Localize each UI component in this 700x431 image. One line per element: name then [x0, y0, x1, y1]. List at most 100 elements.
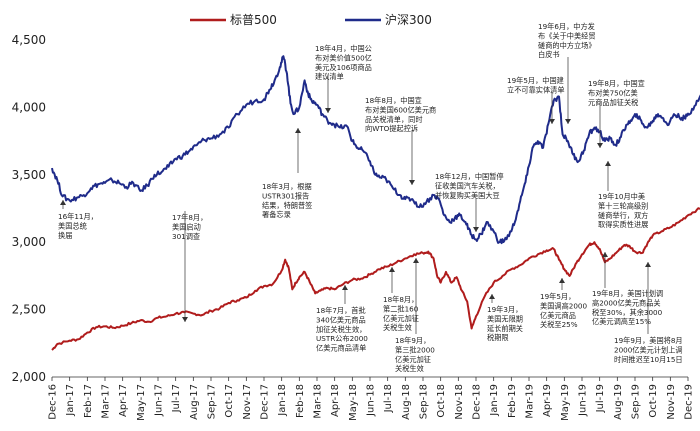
annotation-line: 18年7月，首批: [316, 306, 366, 315]
x-tick-label: Feb-18: [295, 384, 306, 418]
annotation-line: 18年4月，中国公: [315, 44, 372, 53]
annotation-line: 18年8月，: [383, 295, 418, 304]
x-tick-label: Apr-19: [542, 384, 553, 417]
annotation-line: 布《关于中美经贸: [538, 31, 596, 40]
x-tick-label: Jul-18: [383, 384, 394, 413]
annotation-line: 亿美元商品: [540, 311, 576, 320]
annotation-line: 美国总统: [58, 221, 87, 230]
x-tick-label: Aug-17: [189, 384, 200, 420]
annotation-line: 立不可靠实体清单: [507, 85, 565, 94]
annotation-arrow-head: [597, 143, 603, 148]
annotation-line: 建议清单: [315, 72, 344, 81]
annotation-line: 18年3月，根据: [262, 182, 312, 191]
x-tick-label: Nov-18: [454, 384, 465, 420]
annotation-line: 第三批2000: [395, 345, 435, 354]
annotation-line: 19年5月，中国建: [507, 76, 564, 85]
annotation-line: 美元及106项商品: [315, 63, 372, 72]
annotation-arrow-head: [342, 285, 348, 290]
annotation-line: USTR公布2000: [316, 334, 368, 343]
annotation-arrow-head: [549, 119, 555, 124]
x-tick-label: Jul-17: [171, 384, 182, 413]
annotation-line: 亿美元商品清单: [316, 344, 366, 353]
y-tick-label: 3,500: [12, 168, 46, 182]
axes: 2,000 2,500 3,000 3,500 4,000 4,500 Dec-16 Jan-…: [12, 33, 695, 421]
x-tick-label: Jan-17: [65, 384, 76, 417]
annotation-line: 美国启动: [172, 222, 201, 231]
x-tick-label: May-17: [136, 384, 147, 421]
x-tick-label: Oct-19: [648, 384, 659, 418]
annotation-line: 16年11月，: [58, 212, 98, 221]
annotation-line: 美国调高2000: [540, 301, 587, 310]
annotation-line: 19年5月，: [540, 292, 575, 301]
annotation-line: 结果，特朗普签: [262, 201, 312, 210]
annotation-line: 署备忘录: [262, 210, 291, 219]
annotation-line: 元商品加征关税: [588, 98, 638, 107]
x-tick-label: Jan-19: [489, 384, 500, 417]
annotation-line: 2000亿美元计划上调: [614, 345, 683, 354]
x-tick-label: Feb-17: [83, 384, 94, 418]
annotation-line: 18年12月，中国暂停: [435, 172, 504, 181]
annotation-arrow-head: [602, 252, 608, 257]
annotation-line: 磋商举行，双方: [598, 211, 648, 220]
x-tick-label: Oct-18: [436, 384, 447, 418]
annotation-line: 白皮书: [538, 50, 560, 59]
annotation-line: 亿美元加征: [395, 355, 431, 364]
annotation-line: 延长前期关: [487, 324, 523, 333]
x-tick-label: Jun-18: [366, 384, 377, 417]
annotation-line: 高2000亿美元商品关: [592, 298, 661, 307]
annotation-line: 品关税清单，同时: [365, 115, 423, 124]
annotation-arrow-head: [489, 294, 495, 299]
annotation-line: 税至30%，其余3000: [592, 308, 663, 317]
annotation-arrow-head: [473, 227, 479, 232]
x-tick-label: Apr-18: [330, 384, 341, 417]
y-tick-label: 4,000: [12, 100, 46, 114]
annotation-line: 关税生效: [383, 323, 412, 332]
x-tick-label: Nov-17: [242, 384, 253, 420]
annotation-line: 关税至25%: [540, 320, 578, 329]
x-tick-label: Dec-16: [48, 384, 59, 420]
annotation-line: 美国无限期: [487, 314, 523, 323]
annotation-line: 时间推迟至10月15日: [614, 355, 683, 364]
annotation-line: 18年9月，: [395, 336, 430, 345]
annotation-layer: 16年11月，美国总统换届17年8月，美国启动301调查18年3月，根据USTR…: [58, 22, 683, 373]
x-tick-label: May-18: [348, 384, 359, 421]
annotation-arrow-head: [295, 128, 301, 133]
annotation-line: 取得实质性进展: [598, 220, 648, 229]
x-tick-label: Sep-17: [207, 384, 218, 419]
annotation-line: 并恢复购买美国大豆: [435, 191, 500, 200]
x-tick-label: Mar-19: [525, 384, 536, 419]
annotation-arrow-head: [325, 108, 331, 113]
y-tick-label: 3,000: [12, 235, 46, 249]
x-tick-label: Aug-18: [401, 384, 412, 420]
annotation-line: 18年8月，中国宣: [365, 96, 422, 105]
series-line-csi300: [51, 55, 700, 245]
annotation-line: 亿美元调高至15%: [592, 317, 651, 326]
annotation-line: 19年8月，美国计划调: [592, 289, 663, 298]
annotation-line: 19年6月，中方发: [538, 22, 595, 31]
x-tick-label: Sep-19: [631, 384, 642, 419]
x-tick-label: Nov-19: [666, 384, 677, 420]
annotation-arrow-head: [182, 317, 188, 322]
annotation-arrow-head: [605, 161, 611, 166]
y-tick-label: 4,500: [12, 33, 46, 47]
annotation-arrow-head: [389, 267, 395, 272]
annotation-line: 第十三轮高级别: [598, 201, 648, 210]
annotation-line: 19年8月，中国宣: [588, 79, 645, 88]
legend: 标普500 沪深300: [190, 13, 432, 27]
annotation-line: 税期限: [487, 333, 509, 342]
x-tick-label: Dec-17: [260, 384, 271, 420]
x-tick-label: Dec-19: [684, 384, 695, 420]
